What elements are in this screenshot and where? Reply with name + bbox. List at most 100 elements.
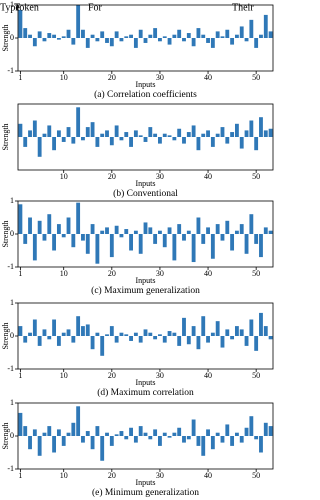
- x-tick-label: 10: [60, 73, 68, 82]
- y-tick-label: 0: [10, 229, 14, 238]
- bar: [177, 29, 182, 38]
- bar: [114, 31, 119, 38]
- bar: [76, 202, 81, 234]
- bar: [196, 217, 201, 234]
- bar: [153, 429, 158, 436]
- y-tick-label: -1: [7, 464, 14, 473]
- y-axis-label: Strength: [1, 422, 10, 449]
- bar: [239, 26, 244, 38]
- bar: [37, 436, 42, 456]
- x-tick-label: 1: [18, 371, 22, 380]
- bar: [234, 123, 239, 137]
- bar: [230, 234, 235, 251]
- bar: [244, 234, 249, 254]
- bar: [85, 234, 90, 254]
- bar: [239, 436, 244, 443]
- bar: [133, 230, 138, 234]
- x-tick-label: 20: [108, 73, 116, 82]
- bar: [100, 230, 105, 234]
- bar: [234, 326, 239, 336]
- bar: [28, 130, 32, 137]
- bar: [18, 412, 23, 436]
- bar: [254, 336, 259, 351]
- bar: [114, 336, 119, 343]
- bar: [56, 224, 61, 234]
- bar: [109, 326, 114, 336]
- bar: [28, 332, 32, 336]
- bar: [186, 230, 191, 234]
- y-tick-label: -1: [7, 364, 14, 373]
- bar: [105, 38, 109, 43]
- bar: [259, 312, 263, 336]
- x-tick-label: 1: [18, 73, 22, 82]
- x-tick-label: 50: [252, 73, 260, 82]
- annotation: Token: [14, 2, 39, 13]
- bar: [71, 38, 76, 45]
- y-tick-label: 1: [10, 398, 14, 407]
- bar: [220, 127, 225, 137]
- bar: [148, 127, 153, 137]
- bar: [210, 436, 215, 450]
- bar: [56, 130, 61, 137]
- bar: [259, 34, 263, 38]
- bar: [124, 334, 129, 336]
- y-axis-label: Strength: [1, 24, 10, 51]
- bar: [230, 336, 235, 340]
- bar: [61, 234, 66, 238]
- bar: [239, 137, 244, 149]
- x-tick-label: 40: [204, 371, 212, 380]
- x-tick-label: 10: [60, 172, 68, 181]
- bar: [28, 34, 32, 38]
- bar: [47, 125, 52, 137]
- bar: [85, 324, 90, 336]
- bar: [225, 329, 230, 336]
- bar: [61, 332, 66, 336]
- bar: [268, 31, 273, 38]
- bar: [95, 234, 100, 264]
- bar: [52, 137, 57, 151]
- bar: [268, 230, 273, 234]
- bar: [32, 319, 37, 336]
- bar: [133, 38, 138, 48]
- bar: [167, 436, 172, 438]
- bar: [191, 419, 196, 436]
- bar: [90, 436, 95, 450]
- bar: [37, 31, 42, 38]
- bar: [234, 230, 239, 234]
- bar: [81, 436, 85, 443]
- bar: [215, 133, 220, 137]
- bar: [18, 9, 23, 38]
- bar: [162, 234, 167, 248]
- bar: [225, 220, 230, 234]
- bar: [263, 14, 268, 38]
- bar: [28, 217, 32, 234]
- bar: [162, 336, 167, 343]
- bar: [114, 225, 119, 234]
- bar: [259, 117, 263, 137]
- x-tick-label: 30: [156, 269, 164, 278]
- bar: [158, 38, 162, 42]
- bar: [172, 137, 177, 141]
- bar: [85, 38, 90, 48]
- bar: [268, 336, 273, 340]
- bar: [23, 426, 28, 436]
- bar: [37, 336, 42, 346]
- x-tick-label: 10: [60, 471, 68, 480]
- bar: [76, 316, 81, 336]
- bar: [90, 122, 95, 137]
- bar: [42, 329, 47, 336]
- x-tick-label: 20: [108, 172, 116, 181]
- y-tick-label: 1: [10, 0, 14, 9]
- bar: [52, 34, 57, 38]
- bar: [61, 436, 66, 446]
- bar: [56, 336, 61, 346]
- annotation: Their: [232, 2, 254, 13]
- bar: [172, 432, 177, 436]
- bar: [186, 33, 191, 38]
- y-tick-label: 0: [10, 33, 14, 42]
- bar: [129, 427, 133, 436]
- bar: [167, 331, 172, 336]
- y-tick-label: -1: [7, 66, 14, 75]
- bar: [172, 332, 177, 336]
- bar: [85, 127, 90, 137]
